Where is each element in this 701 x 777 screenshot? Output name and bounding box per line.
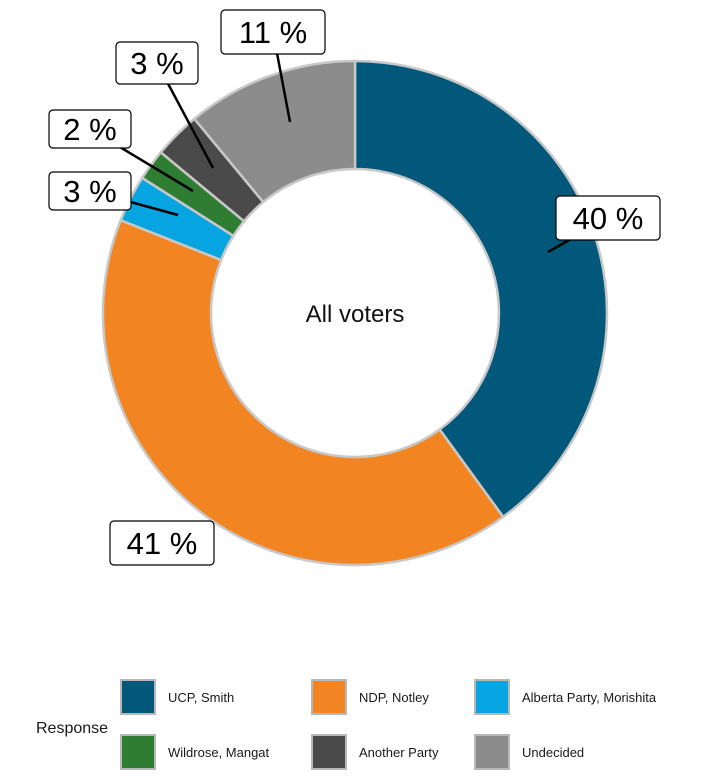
legend-swatch-another-party — [311, 734, 347, 770]
legend-title: Response — [36, 720, 109, 737]
donut-chart: All voters 40 % 41 % 3 % 2 % 3 % 11 % — [48, 9, 661, 567]
legend-label-undecided: Undecided — [522, 745, 585, 760]
label-box-wildrose — [48, 109, 132, 149]
label-text-alberta-party: 3 % — [63, 174, 116, 209]
data-label-ucp: 40 % — [547, 195, 661, 254]
label-text-ucp: 40 % — [573, 201, 644, 236]
data-label-undecided: 11 % — [220, 9, 326, 123]
label-text-undecided: 11 % — [239, 15, 307, 50]
label-text-wildrose: 2 % — [63, 112, 116, 147]
slice-ndp — [101, 218, 505, 567]
legend-swatch-undecided — [474, 734, 510, 770]
label-box-ndp — [109, 520, 215, 566]
legend-swatch-wildrose — [120, 734, 156, 770]
label-text-ndp: 41 % — [127, 526, 198, 561]
slice-undecided — [192, 59, 357, 204]
slice-ucp — [353, 59, 609, 519]
legend-swatch-ndp — [311, 679, 347, 715]
data-label-alberta-party: 3 % — [48, 171, 179, 217]
center-label: All voters — [306, 301, 405, 328]
legend-label-another-party: Another Party — [359, 745, 439, 760]
label-box-ucp — [555, 195, 661, 241]
label-text-another-party: 3 % — [130, 46, 183, 81]
data-label-another-party: 3 % — [115, 41, 215, 169]
legend-label-ucp: UCP, Smith — [168, 690, 235, 705]
label-box-undecided — [220, 9, 326, 55]
label-box-alberta-party — [48, 171, 132, 211]
legend-swatch-alberta-party — [474, 679, 510, 715]
label-box-another-party — [115, 41, 199, 85]
legend-label-wildrose: Wildrose, Mangat — [168, 745, 270, 760]
legend: Response UCP, Smith NDP, Notley Alberta … — [0, 676, 701, 777]
data-label-wildrose: 2 % — [48, 109, 194, 193]
legend-swatch-ucp — [120, 679, 156, 715]
data-label-ndp: 41 % — [109, 520, 215, 566]
legend-label-ndp: NDP, Notley — [359, 690, 429, 705]
legend-label-alberta-party: Alberta Party, Morishita — [522, 690, 657, 705]
